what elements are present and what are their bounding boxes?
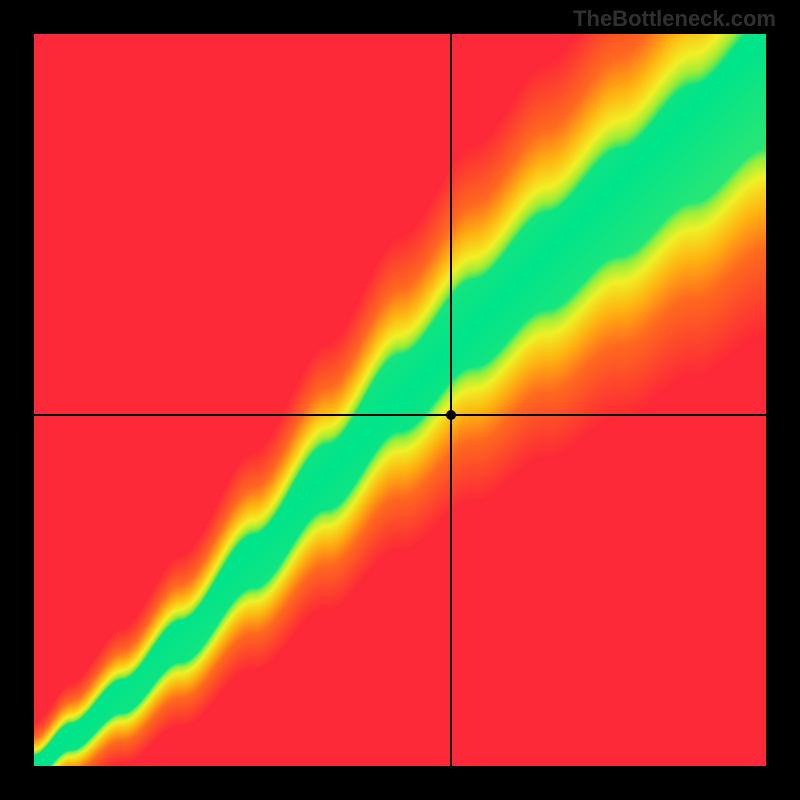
crosshair-vertical-line xyxy=(450,34,452,766)
crosshair-horizontal-line xyxy=(34,414,766,416)
crosshair-dot xyxy=(451,415,452,416)
bottleneck-heatmap xyxy=(34,34,766,766)
source-watermark: TheBottleneck.com xyxy=(573,6,776,32)
